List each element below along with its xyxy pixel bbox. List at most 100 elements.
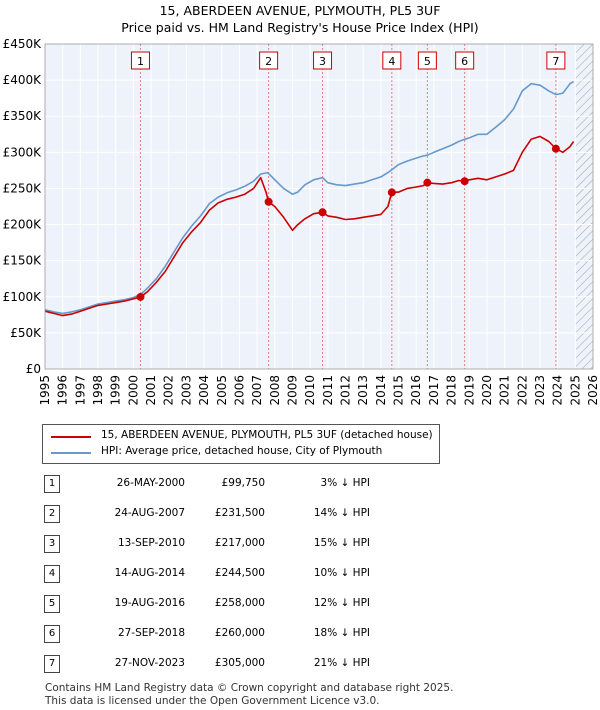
y-tick-label: £100K (3, 290, 43, 304)
x-tick-label: 2007 (250, 375, 264, 406)
x-tick-label: 2013 (356, 375, 370, 406)
sale-marker-label: 5 (424, 55, 431, 68)
sale-date: 26-MAY-2000 (116, 477, 185, 489)
sale-marker-label: 1 (137, 55, 144, 68)
x-tick-label: 2017 (427, 375, 441, 406)
x-tick-label: 2002 (162, 375, 176, 406)
x-tick-label: 2018 (445, 375, 459, 406)
sale-row: 6 27-SEP-2018 £260,000 18% ↓ HPI (0, 625, 600, 645)
sale-date: 19-AUG-2016 (114, 597, 185, 609)
y-tick-label: £150K (3, 254, 43, 268)
sale-row: 1 26-MAY-2000 £99,750 3% ↓ HPI (0, 475, 600, 495)
sale-hpi-diff: 21% ↓ HPI (313, 657, 370, 669)
sale-hpi-diff: 15% ↓ HPI (313, 537, 370, 549)
sale-marker-label: 7 (552, 55, 559, 68)
sale-point (551, 144, 560, 153)
sale-price: £231,500 (214, 507, 265, 519)
sale-price: £260,000 (214, 627, 265, 639)
sale-marker-box (417, 51, 437, 70)
x-tick-label: 2012 (339, 375, 353, 406)
sale-point (460, 177, 469, 186)
sale-marker-box (382, 51, 402, 70)
sale-point (136, 292, 145, 301)
x-tick-label: 2000 (126, 375, 140, 406)
sale-number: 7 (44, 655, 60, 673)
sale-hpi-diff: 14% ↓ HPI (313, 507, 370, 519)
x-tick-label: 2004 (197, 375, 211, 406)
plot-border (44, 43, 594, 370)
y-tick-label: £50K (10, 326, 42, 340)
y-tick-label: £450K (3, 37, 43, 51)
x-tick-label: 1999 (109, 375, 123, 406)
sale-hpi-diff: 10% ↓ HPI (313, 567, 370, 579)
x-tick-label: 2010 (303, 375, 317, 406)
sale-number: 3 (44, 535, 60, 553)
footer-licence: This data is licensed under the Open Gov… (45, 695, 380, 707)
x-tick-label: 1998 (91, 375, 105, 406)
sale-row: 7 27-NOV-2023 £305,000 21% ↓ HPI (0, 655, 600, 675)
sale-number: 1 (44, 475, 60, 493)
y-tick-label: £300K (3, 145, 43, 159)
x-tick-label: 2022 (515, 375, 529, 406)
sale-row: 3 13-SEP-2010 £217,000 15% ↓ HPI (0, 535, 600, 555)
sale-row: 2 24-AUG-2007 £231,500 14% ↓ HPI (0, 505, 600, 525)
sale-date: 27-NOV-2023 (114, 657, 185, 669)
sale-point (264, 197, 273, 206)
sale-price: £305,000 (214, 657, 265, 669)
x-tick-label: 2003 (179, 375, 193, 406)
x-tick-label: 2008 (268, 375, 282, 406)
sale-point (423, 178, 432, 187)
footer-copyright: Contains HM Land Registry data © Crown c… (45, 682, 454, 694)
x-tick-label: 2016 (409, 375, 423, 406)
sale-point (318, 208, 327, 217)
price-chart: 1 2 3 4 5 6 7 £0 £50K £100K £150K £200K £250K £300K £… (3, 37, 600, 406)
y-tick-label: £0 (26, 362, 41, 376)
x-tick-label: 2023 (533, 375, 547, 406)
sale-marker-box (259, 51, 279, 70)
sale-marker-label: 2 (265, 55, 272, 68)
y-tick-label: £200K (3, 218, 43, 232)
sale-price: £99,750 (221, 477, 265, 489)
x-tick-label: 2015 (392, 375, 406, 406)
x-tick-label: 2026 (586, 375, 600, 406)
chart-subtitle: Price paid vs. HM Land Registry's House … (121, 20, 479, 35)
x-tick-label: 2020 (480, 375, 494, 406)
y-tick-label: £250K (3, 181, 43, 195)
sale-number: 2 (44, 505, 60, 523)
legend: 15, ABERDEEN AVENUE, PLYMOUTH, PL5 3UF (… (42, 424, 440, 464)
plot-area (45, 44, 593, 369)
sale-date: 24-AUG-2007 (114, 507, 185, 519)
sale-price: £258,000 (214, 597, 265, 609)
legend-label-hpi: HPI: Average price, detached house, City… (101, 445, 383, 457)
y-tick-label: £350K (3, 109, 43, 123)
x-tick-label: 2025 (568, 375, 582, 406)
x-tick-label: 2021 (498, 375, 512, 406)
sale-point (387, 188, 396, 197)
sale-price: £244,500 (214, 567, 265, 579)
legend-swatch-hpi (51, 452, 91, 454)
x-tick-label: 1995 (38, 375, 52, 406)
sale-hpi-diff: 3% ↓ HPI (320, 477, 370, 489)
sale-marker-box (313, 51, 333, 70)
sale-marker-box (455, 51, 475, 70)
x-tick-label: 1996 (56, 375, 70, 406)
sale-number: 6 (44, 625, 60, 643)
sale-marker-label: 4 (388, 55, 395, 68)
sale-date: 27-SEP-2018 (117, 627, 185, 639)
sale-hpi-diff: 18% ↓ HPI (313, 627, 370, 639)
x-tick-label: 2009 (285, 375, 299, 406)
sale-number: 5 (44, 595, 60, 613)
legend-label-property: 15, ABERDEEN AVENUE, PLYMOUTH, PL5 3UF (… (101, 429, 433, 441)
sale-marker-label: 3 (319, 55, 326, 68)
sale-marker-label: 6 (461, 55, 468, 68)
sale-hpi-diff: 12% ↓ HPI (313, 597, 370, 609)
x-tick-label: 2011 (321, 375, 335, 406)
x-tick-label: 1997 (73, 375, 87, 406)
sale-number: 4 (44, 565, 60, 583)
sale-date: 14-AUG-2014 (114, 567, 185, 579)
sale-marker-box (130, 51, 150, 70)
sale-price: £217,000 (214, 537, 265, 549)
chart-title: 15, ABERDEEN AVENUE, PLYMOUTH, PL5 3UF (159, 3, 441, 18)
sale-row: 4 14-AUG-2014 £244,500 10% ↓ HPI (0, 565, 600, 585)
x-tick-label: 2005 (215, 375, 229, 406)
